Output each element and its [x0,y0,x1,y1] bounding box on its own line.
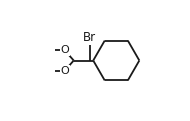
Text: O: O [60,66,69,76]
Text: O: O [60,45,69,55]
Text: Br: Br [83,31,96,44]
